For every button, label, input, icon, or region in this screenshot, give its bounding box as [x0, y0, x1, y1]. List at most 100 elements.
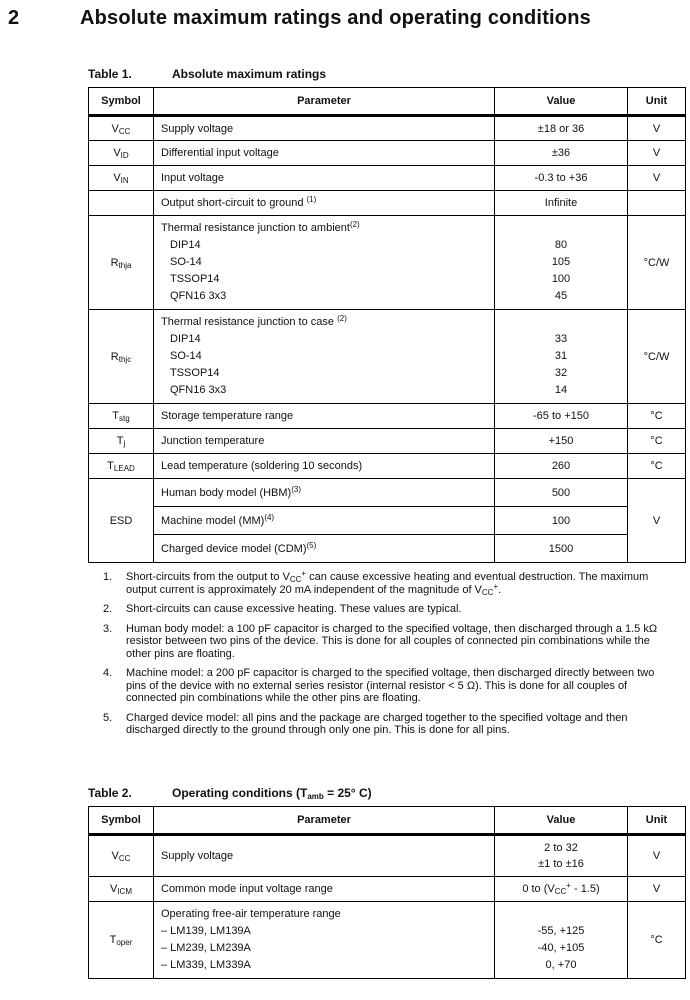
value-cell: 80 105 100 45: [494, 215, 628, 310]
table2-caption-label: Table 2.: [88, 785, 132, 800]
unit-cell: [627, 190, 686, 216]
value-cell: ±36: [494, 140, 628, 166]
unit-cell: V: [627, 140, 686, 166]
table2-operating-conditions: Symbol Parameter Value Unit VCC Supply v…: [88, 805, 686, 979]
footnote-text: Machine model: a 200 pF capacitor is cha…: [126, 667, 655, 705]
parameter-cell: Storage temperature range: [153, 403, 495, 429]
unit-cell: V: [627, 478, 686, 563]
symbol-cell: VIN: [88, 165, 154, 191]
temp-range-value: -40, +105: [537, 941, 585, 954]
parameter-cell: Output short-circuit to ground (1): [153, 190, 495, 216]
column-header-value: Value: [494, 87, 628, 117]
symbol-cell: Tj: [88, 428, 154, 454]
package-name: DIP14: [170, 333, 201, 345]
value-cell: 100: [494, 506, 628, 535]
table-row-vid: VID Differential input voltage ±36 V: [88, 140, 686, 166]
table1-header-row: Symbol Parameter Value Unit: [88, 87, 686, 117]
footnote-4: 4. Machine model: a 200 pF capacitor is …: [103, 667, 663, 705]
unit-cell: V: [627, 875, 686, 902]
value-cell: -65 to +150: [494, 403, 628, 429]
table-row-rthja: Rthja Thermal resistance junction to amb…: [88, 215, 686, 310]
table-row-toper: Toper Operating free-air temperature ran…: [88, 900, 686, 979]
parameter-cell: Machine model (MM)(4): [153, 506, 495, 535]
footnote-text: Short-circuits can cause excessive heati…: [126, 603, 462, 616]
package-name: QFN16 3x3: [170, 384, 227, 396]
parameter-cell: Input voltage: [153, 165, 495, 191]
unit-cell: V: [627, 833, 686, 877]
unit-cell: °C: [627, 453, 686, 479]
thermal-title: Thermal resistance junction to ambient(2…: [161, 220, 360, 235]
table1-caption-label: Table 1.: [88, 67, 132, 81]
parameter-cell: Junction temperature: [153, 428, 495, 454]
unit-cell: °C: [627, 428, 686, 454]
symbol-cell: TLEAD: [88, 453, 154, 479]
parameter-cell: Thermal resistance junction to ambient(2…: [153, 215, 495, 310]
device-range: – LM339, LM339A: [161, 958, 251, 971]
footnote-number: 2.: [103, 603, 113, 616]
table-row-output-short-circuit: Output short-circuit to ground (1) Infin…: [88, 190, 686, 216]
table-row-esd-hbm: ESD Human body model (HBM)(3) 500 V: [88, 478, 686, 563]
value-cell: 2 to 32 ±1 to ±16: [494, 833, 628, 877]
table-row-vin: VIN Input voltage -0.3 to +36 V: [88, 165, 686, 191]
value-cell: -55, +125 -40, +105 0, +70: [494, 900, 628, 979]
package-name: QFN16 3x3: [170, 290, 227, 302]
value-cell: 33 31 32 14: [494, 309, 628, 404]
table2-header-row: Symbol Parameter Value Unit: [88, 805, 686, 836]
value-cell: +150: [494, 428, 628, 454]
column-header-value: Value: [494, 805, 628, 836]
value-cell: 260: [494, 453, 628, 479]
unit-cell: °C/W: [627, 309, 686, 404]
symbol-cell: VID: [88, 140, 154, 166]
package-name: TSSOP14: [170, 367, 220, 379]
thermal-value: 80: [554, 239, 568, 251]
toper-title: Operating free-air temperature range: [161, 907, 341, 920]
parameter-cell: Operating free-air temperature range – L…: [153, 900, 495, 979]
symbol-cell: Rthjc: [88, 309, 154, 404]
table1-absolute-maximum-ratings: Symbol Parameter Value Unit VCC Supply v…: [88, 87, 686, 563]
unit-cell: V: [627, 115, 686, 141]
footnote-3: 3. Human body model: a 100 pF capacitor …: [103, 623, 663, 661]
table-row-esd-cdm: Charged device model (CDM)(5) 1500: [89, 534, 686, 563]
table-row-tj: Tj Junction temperature +150 °C: [88, 428, 686, 454]
symbol-cell: [88, 190, 154, 216]
value-cell: ±18 or 36: [494, 115, 628, 141]
unit-cell: °C: [627, 403, 686, 429]
table-row-esd-mm: Machine model (MM)(4) 100: [89, 506, 686, 535]
column-header-symbol: Symbol: [88, 87, 154, 117]
value-cell: Infinite: [494, 190, 628, 216]
thermal-value: 100: [551, 273, 571, 285]
footnote-2: 2. Short-circuits can cause excessive he…: [103, 603, 663, 616]
parameter-cell: Charged device model (CDM)(5): [153, 534, 495, 563]
table-row-tlead: TLEAD Lead temperature (soldering 10 sec…: [88, 453, 686, 479]
symbol-cell: ESD: [88, 478, 154, 563]
package-name: SO-14: [170, 350, 202, 362]
temp-range-value: 0, +70: [545, 958, 577, 971]
symbol-cell: Tstg: [88, 403, 154, 429]
section-number: 2: [8, 7, 20, 29]
table1-caption-text: Absolute maximum ratings: [172, 67, 327, 81]
column-header-parameter: Parameter: [153, 87, 495, 117]
thermal-title: Thermal resistance junction to case (2): [161, 314, 347, 329]
table-row-vcc-operating: VCC Supply voltage 2 to 32 ±1 to ±16 V: [88, 833, 686, 877]
footnote-number: 5.: [103, 711, 113, 724]
symbol-cell: VICM: [88, 875, 154, 902]
device-range: – LM139, LM139A: [161, 924, 251, 937]
thermal-value: 105: [551, 256, 571, 268]
footnote-number: 3.: [103, 622, 113, 635]
thermal-value: 33: [554, 333, 568, 345]
parameter-cell: Human body model (HBM)(3): [153, 478, 495, 507]
value-cell: 500: [494, 478, 628, 507]
parameter-cell: Common mode input voltage range: [153, 875, 495, 902]
package-name: TSSOP14: [170, 273, 220, 285]
package-name: DIP14: [170, 239, 201, 251]
column-header-unit: Unit: [627, 805, 686, 836]
table1-caption: Table 1. Absolute maximum ratings: [88, 67, 690, 81]
temp-range-value: -55, +125: [537, 924, 585, 937]
section-title: Absolute maximum ratings and operating c…: [80, 7, 591, 29]
footnote-number: 4.: [103, 667, 113, 680]
unit-cell: °C: [627, 900, 686, 979]
value-cell: -0.3 to +36: [494, 165, 628, 191]
table-row-tstg: Tstg Storage temperature range -65 to +1…: [88, 403, 686, 429]
value-cell: 1500: [494, 534, 628, 563]
value-line: ±1 to ±16: [538, 857, 584, 870]
